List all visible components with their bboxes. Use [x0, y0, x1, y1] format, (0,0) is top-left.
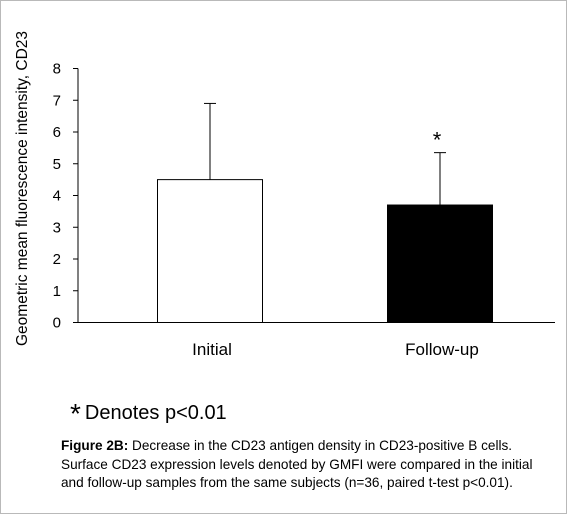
y-tick-label: 6: [53, 124, 61, 141]
y-tick-label: 0: [53, 315, 61, 332]
y-tick-label: 7: [53, 92, 61, 109]
bar: [157, 179, 263, 323]
caption-text: Decrease in the CD23 antigen density in …: [61, 438, 533, 490]
x-category-label: Follow-up: [405, 340, 479, 359]
y-tick-label: 8: [53, 61, 61, 78]
chart-labels: Geometric mean fluorescence intensity, C…: [14, 31, 479, 359]
figure-caption: Figure 2B: Decrease in the CD23 antigen …: [61, 437, 551, 493]
significance-note: * Denotes p<0.01: [70, 398, 227, 430]
y-tick-label: 3: [53, 219, 61, 236]
y-tick-label: 1: [53, 283, 61, 300]
note-text: Denotes p<0.01: [84, 402, 227, 424]
y-tick-label: 4: [53, 188, 61, 205]
y-tick-label: 5: [53, 156, 61, 173]
bar: [387, 204, 493, 323]
y-tick-label: 2: [53, 251, 61, 268]
caption-label: Figure 2B:: [61, 438, 129, 453]
significance-marker: *: [433, 128, 442, 153]
y-axis-title: Geometric mean fluorescence intensity, C…: [14, 31, 31, 346]
x-category-label: Initial: [192, 340, 232, 359]
bar-chart: 0 1 2 3 4 5 6 7 8 Geometric mean fluorescence in…: [14, 31, 555, 359]
chart-bars: [157, 102, 493, 323]
note-symbol: *: [70, 398, 81, 429]
